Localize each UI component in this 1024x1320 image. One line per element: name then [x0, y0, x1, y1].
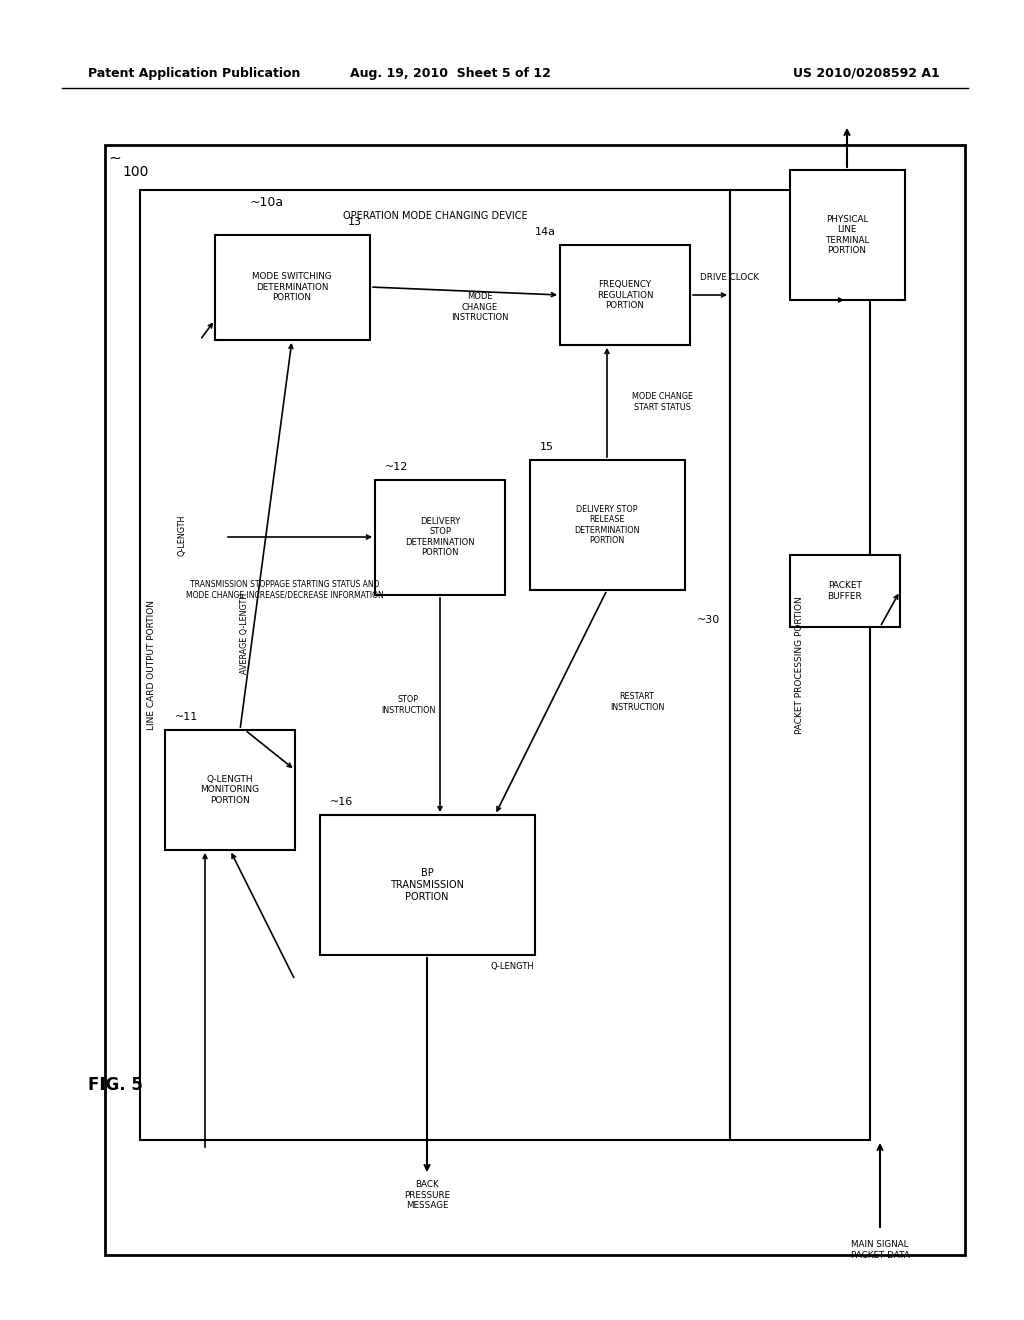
Text: 13: 13 [348, 216, 362, 227]
Text: Q-LENGTH: Q-LENGTH [490, 961, 534, 970]
Bar [560, 246, 690, 345]
Text: ~12: ~12 [385, 462, 409, 473]
Text: PACKET
BUFFER: PACKET BUFFER [827, 581, 862, 601]
Text: Q-LENGTH: Q-LENGTH [177, 515, 186, 556]
Text: 100: 100 [122, 165, 148, 180]
Text: DRIVE CLOCK: DRIVE CLOCK [700, 272, 760, 281]
Text: PACKET PROCESSING PORTION: PACKET PROCESSING PORTION [796, 597, 805, 734]
Text: BP
TRANSMISSION
PORTION: BP TRANSMISSION PORTION [390, 869, 464, 902]
Bar [530, 459, 685, 590]
Text: DELIVERY
STOP
DETERMINATION
PORTION: DELIVERY STOP DETERMINATION PORTION [406, 517, 475, 557]
Text: Aug. 19, 2010  Sheet 5 of 12: Aug. 19, 2010 Sheet 5 of 12 [349, 66, 551, 79]
Text: LINE CARD OUTPUT PORTION: LINE CARD OUTPUT PORTION [147, 601, 157, 730]
Bar [319, 814, 535, 954]
Text: FIG. 5: FIG. 5 [88, 1076, 143, 1094]
Text: Patent Application Publication: Patent Application Publication [88, 66, 300, 79]
Text: ~16: ~16 [330, 797, 353, 807]
Text: ~10a: ~10a [250, 195, 284, 209]
Text: 14a: 14a [535, 227, 556, 238]
Bar [790, 170, 905, 300]
Text: ~30: ~30 [696, 615, 720, 624]
Text: STOP
INSTRUCTION: STOP INSTRUCTION [381, 696, 435, 714]
Text: PHYSICAL
LINE
TERMINAL
PORTION: PHYSICAL LINE TERMINAL PORTION [824, 215, 869, 255]
Text: MAIN SIGNAL
PACKET DATA: MAIN SIGNAL PACKET DATA [851, 1241, 909, 1259]
Text: MODE CHANGE
START STATUS: MODE CHANGE START STATUS [632, 392, 692, 412]
Text: DELIVERY STOP
RELEASE
DETERMINATION
PORTION: DELIVERY STOP RELEASE DETERMINATION PORT… [574, 504, 640, 545]
Text: RESTART
INSTRUCTION: RESTART INSTRUCTION [610, 692, 665, 711]
Text: 15: 15 [540, 442, 554, 451]
Text: MODE
CHANGE
INSTRUCTION: MODE CHANGE INSTRUCTION [452, 292, 509, 322]
Bar [790, 554, 900, 627]
Text: Q-LENGTH
MONITORING
PORTION: Q-LENGTH MONITORING PORTION [201, 775, 259, 805]
Bar [105, 145, 965, 1255]
Text: FREQUENCY
REGULATION
PORTION: FREQUENCY REGULATION PORTION [597, 280, 653, 310]
Text: ~11: ~11 [175, 711, 199, 722]
Text: AVERAGE Q-LENGTH: AVERAGE Q-LENGTH [241, 593, 250, 673]
Text: US 2010/0208592 A1: US 2010/0208592 A1 [794, 66, 940, 79]
Bar [375, 480, 505, 595]
Text: ~: ~ [108, 150, 121, 165]
Text: BACK
PRESSURE
MESSAGE: BACK PRESSURE MESSAGE [403, 1180, 451, 1210]
Text: TRANSMISSION STOPPAGE STARTING STATUS AND
MODE CHANGE INCREASE/DECREASE INFORMAT: TRANSMISSION STOPPAGE STARTING STATUS AN… [186, 581, 384, 599]
Text: OPERATION MODE CHANGING DEVICE: OPERATION MODE CHANGING DEVICE [343, 211, 527, 220]
Bar [215, 235, 370, 341]
Bar [730, 190, 870, 1140]
Bar [165, 730, 295, 850]
Bar [140, 190, 730, 1140]
Text: MODE SWITCHING
DETERMINATION
PORTION: MODE SWITCHING DETERMINATION PORTION [252, 272, 332, 302]
